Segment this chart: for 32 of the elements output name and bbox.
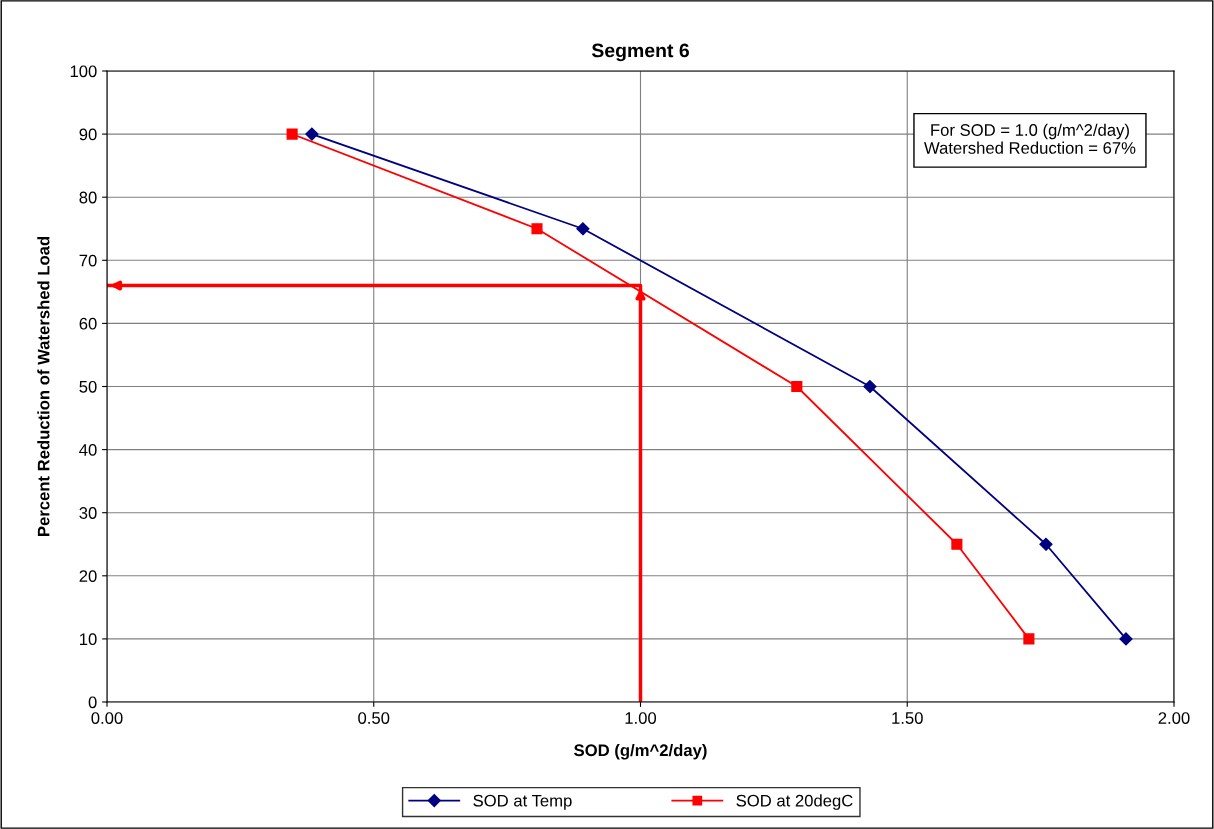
point xyxy=(1119,632,1133,646)
y-tick-label: 90 xyxy=(79,128,97,141)
y-axis-title: Percent Reduction of Watershed Load xyxy=(37,236,50,537)
point xyxy=(305,127,319,141)
legend-label: SOD at Temp xyxy=(473,794,572,810)
y-tick-label: 80 xyxy=(79,191,97,204)
point xyxy=(1023,633,1035,645)
point xyxy=(1039,537,1053,551)
y-tick-label: 0 xyxy=(88,696,97,709)
y-tick-label: 30 xyxy=(79,507,97,519)
y-tick-label: 20 xyxy=(79,570,97,582)
x-tick-label: 1.00 xyxy=(625,712,657,724)
point xyxy=(286,128,298,140)
y-tick-label: 50 xyxy=(79,380,97,393)
x-tick-label: 2.00 xyxy=(1158,712,1190,724)
point xyxy=(576,222,590,236)
legend-label: SOD at 20degC xyxy=(736,794,853,810)
x-tick-label: 0.00 xyxy=(91,712,123,724)
point xyxy=(863,379,877,394)
y-tick-label: 60 xyxy=(79,317,97,330)
point xyxy=(951,538,963,550)
y-tick-label: 70 xyxy=(79,254,97,267)
point xyxy=(791,380,803,393)
y-tick-label: 100 xyxy=(70,65,97,78)
y-tick-label: 10 xyxy=(80,633,97,646)
x-axis-title: SOD (g/m^2/day) xyxy=(574,743,707,760)
annotation: For SOD = 1.0 (g/m^2/day) Watershed Reduction = 67% xyxy=(924,123,1136,154)
point xyxy=(531,223,543,235)
chart-title: Segment 6 xyxy=(591,43,689,62)
y-tick-label: 40 xyxy=(79,444,97,456)
x-tick-label: 1.50 xyxy=(892,712,923,724)
x-tick-label: 0.50 xyxy=(358,712,390,724)
